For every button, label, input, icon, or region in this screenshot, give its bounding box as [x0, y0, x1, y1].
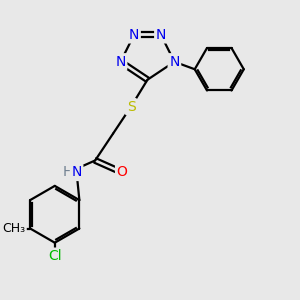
Text: CH₃: CH₃: [2, 222, 25, 235]
Text: N: N: [116, 55, 126, 69]
Text: N: N: [71, 165, 82, 179]
Text: S: S: [127, 100, 135, 114]
Text: N: N: [156, 28, 166, 42]
Text: O: O: [117, 165, 128, 179]
Text: N: N: [129, 28, 139, 42]
Text: N: N: [169, 55, 180, 69]
Text: H: H: [63, 165, 74, 179]
Text: Cl: Cl: [48, 249, 61, 263]
